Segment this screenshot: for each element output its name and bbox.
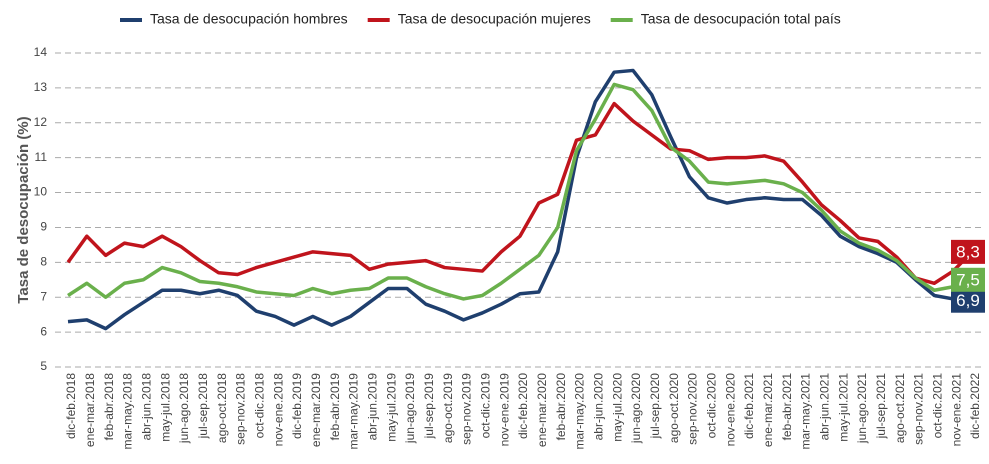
x-tick-label: sep-nov.2018 — [234, 373, 248, 445]
x-tick-label: nov-ene.2018 — [271, 373, 285, 447]
series-line — [66, 101, 974, 286]
y-tick-label: 9 — [40, 220, 47, 234]
x-tick-label: jun-ago.2021 — [855, 373, 869, 444]
value-label-box — [951, 267, 985, 292]
x-tick-label: oct-dic.2020 — [705, 373, 719, 439]
x-tick-label: feb-abr.2021 — [780, 373, 794, 441]
x-tick-label: mar-may.2021 — [799, 373, 813, 450]
x-tick-label: mar-may.2020 — [573, 373, 587, 450]
x-tick-label: may-jul.2021 — [836, 373, 850, 442]
x-tick-label: ago-oct.2021 — [893, 373, 907, 443]
x-tick-label: may-jul.2020 — [610, 373, 624, 442]
y-tick-label: 6 — [40, 324, 47, 338]
x-tick-label: ene-mar.2018 — [83, 373, 97, 447]
x-tick-label: mar-may.2019 — [347, 373, 361, 450]
x-tick-label: jun-ago.2019 — [403, 373, 417, 444]
value-label: 7,5 — [956, 270, 980, 289]
legend-label: Tasa de desocupación mujeres — [398, 11, 591, 27]
y-tick-label: 12 — [34, 115, 48, 129]
x-tick-label: jul-sep.2021 — [874, 373, 888, 440]
y-tick-label: 8 — [40, 255, 47, 269]
legend-label: Tasa de desocupación hombres — [150, 11, 348, 27]
x-tick-label: ene-mar.2019 — [309, 373, 323, 447]
x-tick-label: nov-ene.2021 — [949, 373, 963, 447]
x-tick-label: abr-jun.2018 — [140, 373, 154, 441]
value-label: 8,3 — [956, 242, 980, 261]
x-tick-label: dic-feb.2019 — [290, 373, 304, 439]
y-tick-label: 7 — [40, 289, 47, 303]
y-tick-label: 14 — [34, 45, 48, 59]
x-tick-label: dic-feb.2018 — [64, 373, 78, 439]
x-tick-label: oct-dic.2021 — [931, 373, 945, 439]
y-tick-label: 11 — [35, 150, 48, 164]
x-tick-label: nov-ene.2020 — [723, 373, 737, 447]
x-tick-label: feb-abr.2020 — [554, 373, 568, 441]
series-line — [67, 82, 973, 301]
x-tick-label: mar-may.2018 — [121, 373, 135, 450]
x-tick-label: dic-feb.2021 — [742, 373, 756, 439]
x-tick-label: feb-abr.2019 — [328, 373, 342, 441]
value-label: 6,9 — [956, 291, 980, 310]
y-tick-label: 13 — [34, 80, 48, 94]
x-tick-label: dic-feb.2020 — [516, 373, 530, 439]
x-tick-label: jul-sep.2020 — [648, 373, 662, 440]
value-label-box — [951, 239, 985, 264]
x-tick-label: jun-ago.2020 — [629, 373, 643, 444]
x-tick-label: sep-nov.2020 — [686, 373, 700, 445]
y-tick-label: 5 — [40, 359, 47, 373]
x-tick-label: jul-sep.2018 — [196, 373, 210, 440]
value-label-box — [951, 288, 985, 313]
x-tick-label: may-jul.2018 — [158, 373, 172, 442]
x-tick-label: nov-ene.2019 — [497, 373, 511, 447]
x-tick-label: jul-sep.2019 — [422, 373, 436, 440]
y-tick-label: 10 — [34, 185, 48, 199]
series-line — [67, 68, 973, 331]
legend-label: Tasa de desocupación total país — [641, 11, 841, 27]
x-tick-label: may-jul.2019 — [384, 373, 398, 442]
x-tick-label: abr-jun.2020 — [592, 373, 606, 441]
x-tick-label: dic-feb.2022 — [968, 373, 982, 439]
y-axis-label: Tasa de desocupación (%) — [15, 116, 32, 303]
x-tick-label: feb-abr.2018 — [102, 373, 116, 441]
x-tick-label: oct-dic.2019 — [479, 373, 493, 439]
x-tick-label: ene-mar.2021 — [761, 373, 775, 447]
x-tick-label: oct-dic.2018 — [253, 373, 267, 439]
x-tick-label: abr-jun.2019 — [366, 373, 380, 441]
x-tick-label: ago-oct.2020 — [667, 373, 681, 443]
x-tick-label: sep-nov.2019 — [460, 373, 474, 445]
x-tick-label: ago-oct.2019 — [441, 373, 455, 443]
x-tick-label: sep-nov.2021 — [912, 373, 926, 445]
x-tick-label: abr-jun.2021 — [818, 373, 832, 441]
x-tick-label: ene-mar.2020 — [535, 373, 549, 447]
x-tick-label: ago-oct.2018 — [215, 373, 229, 443]
x-tick-label: jun-ago.2018 — [177, 373, 191, 444]
